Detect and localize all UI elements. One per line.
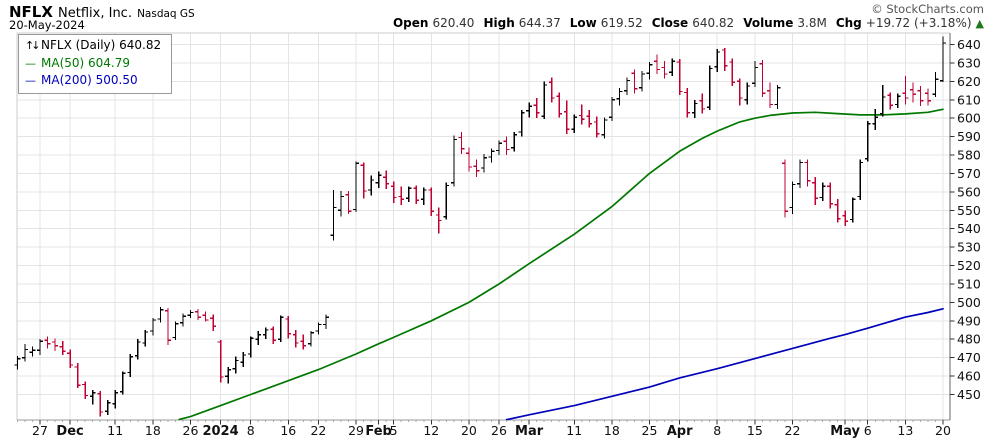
y-axis-label: 550 <box>957 203 981 218</box>
x-axis-label: 8 <box>247 423 255 438</box>
x-axis-label: 20 <box>461 423 477 438</box>
x-axis-label: 11 <box>566 423 582 438</box>
y-axis-label: 560 <box>957 184 981 199</box>
y-axis-label: 470 <box>957 350 981 365</box>
ma50-line <box>178 108 944 421</box>
x-axis-label: 6 <box>864 423 872 438</box>
x-axis-label: 26 <box>491 423 507 438</box>
grid-lines <box>17 33 950 420</box>
legend-item-label: MA(50) 604.79 <box>41 55 130 70</box>
x-axis-label: 22 <box>785 423 801 438</box>
quote-label: Low <box>569 16 597 30</box>
y-axis-label: 610 <box>957 92 981 107</box>
y-axis-label: 580 <box>957 148 981 163</box>
ohlc-bars-down <box>44 48 931 417</box>
x-axis-label: 25 <box>642 423 658 438</box>
legend-item-ma: — MA(200) 500.50 <box>19 72 171 90</box>
quote-bar: Open 620.40 High 644.37 Low 619.52 Close 640.82… <box>384 16 984 30</box>
change-up-icon: ▲ <box>975 17 984 30</box>
chart-header: NFLX Netflix, Inc. Nasdaq GS <box>9 2 195 21</box>
ma200-line <box>505 307 944 421</box>
x-axis-label: May <box>830 424 860 438</box>
quote-value: 3.8M <box>797 16 827 30</box>
x-axis-label: 22 <box>310 423 326 438</box>
quote-value: 640.82 <box>692 16 735 30</box>
x-axis-label: 18 <box>145 423 161 438</box>
y-axis-label: 630 <box>957 55 981 70</box>
y-axis-label: 490 <box>957 313 981 328</box>
y-axis-label: 520 <box>957 258 981 273</box>
legend-item-ma: — MA(50) 604.79 <box>19 55 171 73</box>
copyright-notice: © StockCharts.com <box>871 2 984 16</box>
x-axis-label: 5 <box>390 423 398 438</box>
exchange-label: Nasdaq GS <box>137 8 195 20</box>
x-axis-label: 13 <box>897 423 913 438</box>
y-axis-label: 570 <box>957 166 981 181</box>
y-axis-label: 600 <box>957 111 981 126</box>
line-swatch-icon: — <box>25 74 36 87</box>
x-axis-label: 16 <box>280 423 296 438</box>
chart-legend: ↑↓ NFLX (Daily) 640.82— MA(50) 604.79— MA(2… <box>18 34 172 94</box>
x-axis-label: 15 <box>747 423 763 438</box>
x-axis-label: 2024 <box>202 424 238 438</box>
y-axis-label: 500 <box>957 295 981 310</box>
ohlc-bars-up <box>14 36 946 415</box>
ticker-symbol: NFLX <box>9 3 53 21</box>
y-axis-label: 530 <box>957 240 981 255</box>
x-axis-label: Apr <box>667 424 693 438</box>
quote-label: High <box>483 16 515 30</box>
x-axis-label: Dec <box>56 424 83 438</box>
line-swatch-icon: — <box>25 56 36 70</box>
y-axis-label: 460 <box>957 369 981 384</box>
y-axis-label: 590 <box>957 129 981 144</box>
legend-item-price: ↑↓ NFLX (Daily) 640.82 <box>19 37 171 55</box>
company-name: Netflix, Inc. <box>58 6 132 21</box>
y-axis-label: 540 <box>957 221 981 236</box>
x-axis-label: 18 <box>604 423 620 438</box>
chart-date: 20-May-2024 <box>9 18 85 32</box>
price-arrows-icon: ↑↓ <box>25 39 40 52</box>
quote-label: Volume <box>743 16 794 30</box>
y-axis: 450 460 470 480 490 500 510 520 530 540 550 560 570 5… <box>950 37 981 402</box>
y-axis-label: 510 <box>957 276 981 291</box>
x-axis-label: 11 <box>107 423 123 438</box>
quote-label: Open <box>392 16 429 30</box>
quote-value: 620.40 <box>432 16 475 30</box>
y-axis-label: 620 <box>957 74 981 89</box>
legend-item-label: MA(200) 500.50 <box>41 73 138 87</box>
x-axis-label: Feb <box>365 424 391 438</box>
x-axis-label: 27 <box>32 423 48 438</box>
x-axis-label: 12 <box>423 423 439 438</box>
x-axis-label: 29 <box>348 423 364 438</box>
quote-value: 644.37 <box>518 16 561 30</box>
x-axis-label: 8 <box>713 423 721 438</box>
quote-value: 619.52 <box>600 16 643 30</box>
quote-label: Close <box>651 16 689 30</box>
x-axis-label: Mar <box>515 424 544 438</box>
x-axis-label: 20 <box>935 423 951 438</box>
y-axis-label: 450 <box>957 387 981 402</box>
legend-item-label: NFLX (Daily) 640.82 <box>41 38 162 52</box>
y-axis-label: 640 <box>957 37 981 52</box>
quote-value: +19.72 (+3.18%) <box>865 16 972 30</box>
quote-label: Chg <box>835 16 862 30</box>
y-axis-label: 480 <box>957 332 981 347</box>
x-axis-label: 26 <box>183 423 199 438</box>
